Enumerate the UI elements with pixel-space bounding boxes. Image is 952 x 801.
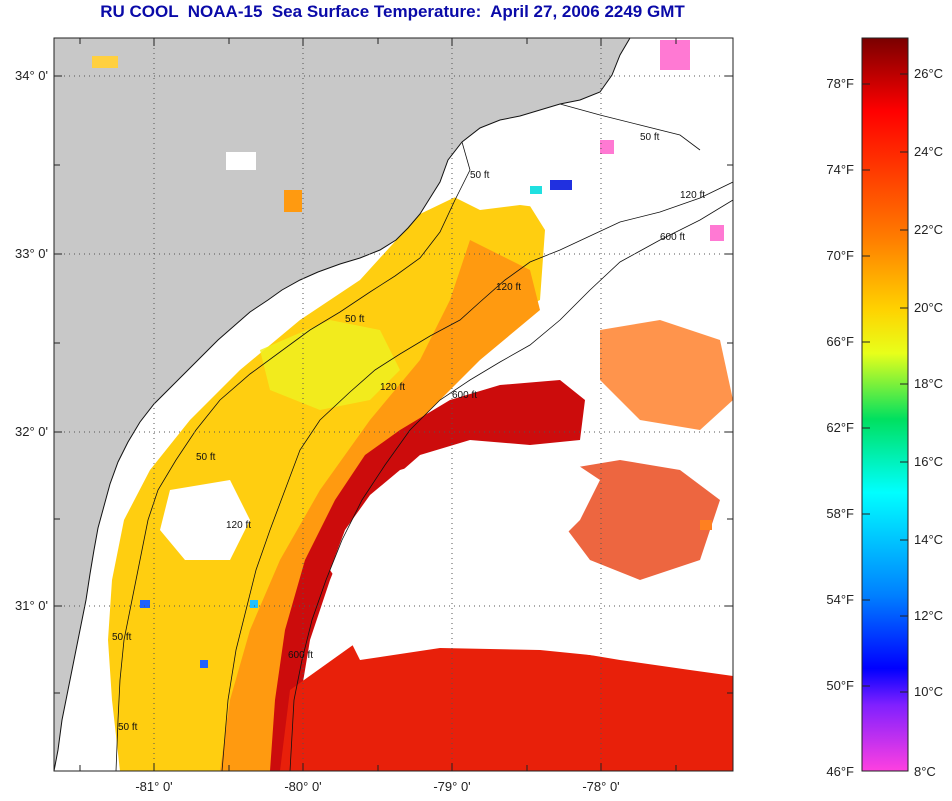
colorbar-f-ticks (862, 83, 870, 687)
lat-label: 34° 0' (15, 68, 48, 83)
lat-label: 32° 0' (15, 424, 48, 439)
colorbar-c-label: 26°C (914, 66, 943, 81)
colorbar-c-label: 24°C (914, 144, 943, 159)
sst-warm-east-patch (560, 460, 720, 580)
sst-warm-south-band (280, 630, 733, 771)
cloud-mask-north (440, 140, 620, 210)
colorbar: 78°F 74°F 70°F 66°F 62°F 58°F 54°F 50°F … (826, 37, 943, 779)
cloud-mask-center (330, 450, 600, 620)
colorbar-c-label: 22°C (914, 222, 943, 237)
lon-label: -79° 0' (433, 779, 470, 794)
contour-labels: 50 ft 50 ft 50 ft 50 ft 50 ft 120 ft 120… (112, 132, 705, 733)
land-area (54, 38, 630, 771)
colorbar-f-label: 58°F (826, 506, 854, 521)
contour-600ft (289, 199, 733, 771)
colorbar-f-label: 78°F (826, 76, 854, 91)
lat-label: 33° 0' (15, 246, 48, 261)
colorbar-c-label: 12°C (914, 608, 943, 623)
sst-gulf-stream (270, 380, 585, 771)
colorbar-f-label: 70°F (826, 248, 854, 263)
contour-label: 600 ft (288, 650, 313, 661)
contour-label: 120 ft (380, 382, 405, 393)
map-area: 50 ft 50 ft 50 ft 50 ft 50 ft 120 ft 120… (54, 38, 733, 771)
colorbar-c-label: 18°C (914, 376, 943, 391)
contour-label: 600 ft (452, 390, 477, 401)
colorbar-c-labels: 26°C 24°C 22°C 20°C 18°C 16°C 14°C 12°C … (914, 66, 943, 779)
contour-label: 50 ft (112, 632, 132, 643)
contour-label: 600 ft (660, 232, 685, 243)
colorbar-c-label: 10°C (914, 684, 943, 699)
colorbar-c-label: 16°C (914, 454, 943, 469)
colorbar-bar (861, 37, 909, 772)
colorbar-f-label: 54°F (826, 592, 854, 607)
contour-50ft (115, 103, 701, 771)
contour-label: 50 ft (196, 452, 216, 463)
longitude-labels: -81° 0' -80° 0' -79° 0' -78° 0' (135, 779, 619, 794)
contour-label: 50 ft (640, 132, 660, 143)
colorbar-f-label: 46°F (826, 764, 854, 779)
contour-label: 50 ft (345, 314, 365, 325)
map-title: RU COOL NOAA-15 Sea Surface Temperature:… (100, 2, 685, 21)
colorbar-f-labels: 78°F 74°F 70°F 66°F 62°F 58°F 54°F 50°F … (826, 76, 854, 779)
contour-label: 50 ft (470, 170, 490, 181)
lon-label: -78° 0' (582, 779, 619, 794)
map-ticks (54, 38, 733, 771)
colorbar-f-label: 66°F (826, 334, 854, 349)
sst-yellow-patch (260, 320, 400, 410)
lat-label: 31° 0' (15, 598, 48, 613)
coastline (54, 38, 631, 771)
contour-label: 50 ft (118, 722, 138, 733)
colorbar-f-label: 50°F (826, 678, 854, 693)
colorbar-c-ticks (900, 73, 908, 693)
colorbar-c-label: 20°C (914, 300, 943, 315)
lon-label: -81° 0' (135, 779, 172, 794)
lon-label: -80° 0' (284, 779, 321, 794)
graticule (54, 38, 733, 771)
sst-speckles (92, 40, 724, 668)
sst-orange-east-patch (600, 320, 733, 430)
contour-label: 120 ft (496, 282, 521, 293)
cloud-mask-south (340, 605, 733, 665)
cloud-mask-shelf (160, 480, 250, 560)
colorbar-f-label: 62°F (826, 420, 854, 435)
colorbar-c-label: 14°C (914, 532, 943, 547)
cloud-mask-northeast (560, 180, 733, 330)
latitude-labels: 34° 0' 33° 0' 32° 0' 31° 0' (15, 68, 48, 613)
colorbar-f-label: 74°F (826, 162, 854, 177)
contour-label: 120 ft (226, 520, 251, 531)
contour-120ft (221, 181, 733, 771)
map-frame (53, 37, 734, 772)
contour-label: 120 ft (680, 190, 705, 201)
colorbar-c-label: 8°C (914, 764, 936, 779)
